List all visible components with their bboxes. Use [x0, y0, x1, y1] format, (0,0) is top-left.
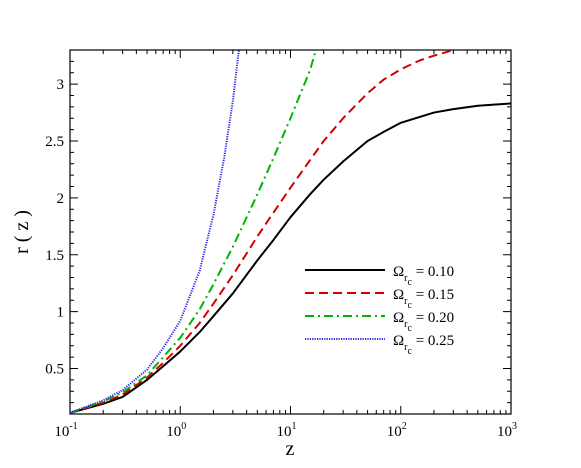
- series-line-3: [70, 50, 240, 414]
- series-line-1: [70, 50, 454, 414]
- y-tick-label: 1.5: [45, 248, 64, 264]
- series-lines: [70, 50, 511, 414]
- y-tick-label: 0.5: [45, 362, 64, 378]
- legend-label-2: Ωrc = 0.20: [393, 310, 454, 334]
- y-tick-label: 1: [57, 305, 65, 321]
- x-tick-label: 102: [387, 421, 407, 440]
- series-line-2: [70, 50, 317, 414]
- y-tick-label: 3: [57, 77, 65, 93]
- x-tick-label: 10-1: [54, 421, 77, 440]
- plot-frame: [69, 49, 512, 415]
- x-tick-label: 103: [497, 421, 517, 440]
- x-tick-label: 100: [166, 421, 186, 440]
- x-axis-title: z: [286, 438, 295, 460]
- y-axis-title: r ( z ): [11, 210, 33, 254]
- x-tick-label: 101: [277, 421, 297, 440]
- series-line-0: [70, 102, 511, 414]
- legend-label-0: Ωrc = 0.10: [393, 264, 454, 288]
- y-tick-label: 2.5: [45, 134, 64, 150]
- ticks: 10-1 100 101 102 103 0.5 1 1.5 2 2.5 3: [45, 49, 517, 440]
- legend-label-3: Ωrc = 0.25: [393, 333, 454, 357]
- y-tick-label: 2: [57, 191, 65, 207]
- legend-label-1: Ωrc = 0.15: [393, 287, 454, 311]
